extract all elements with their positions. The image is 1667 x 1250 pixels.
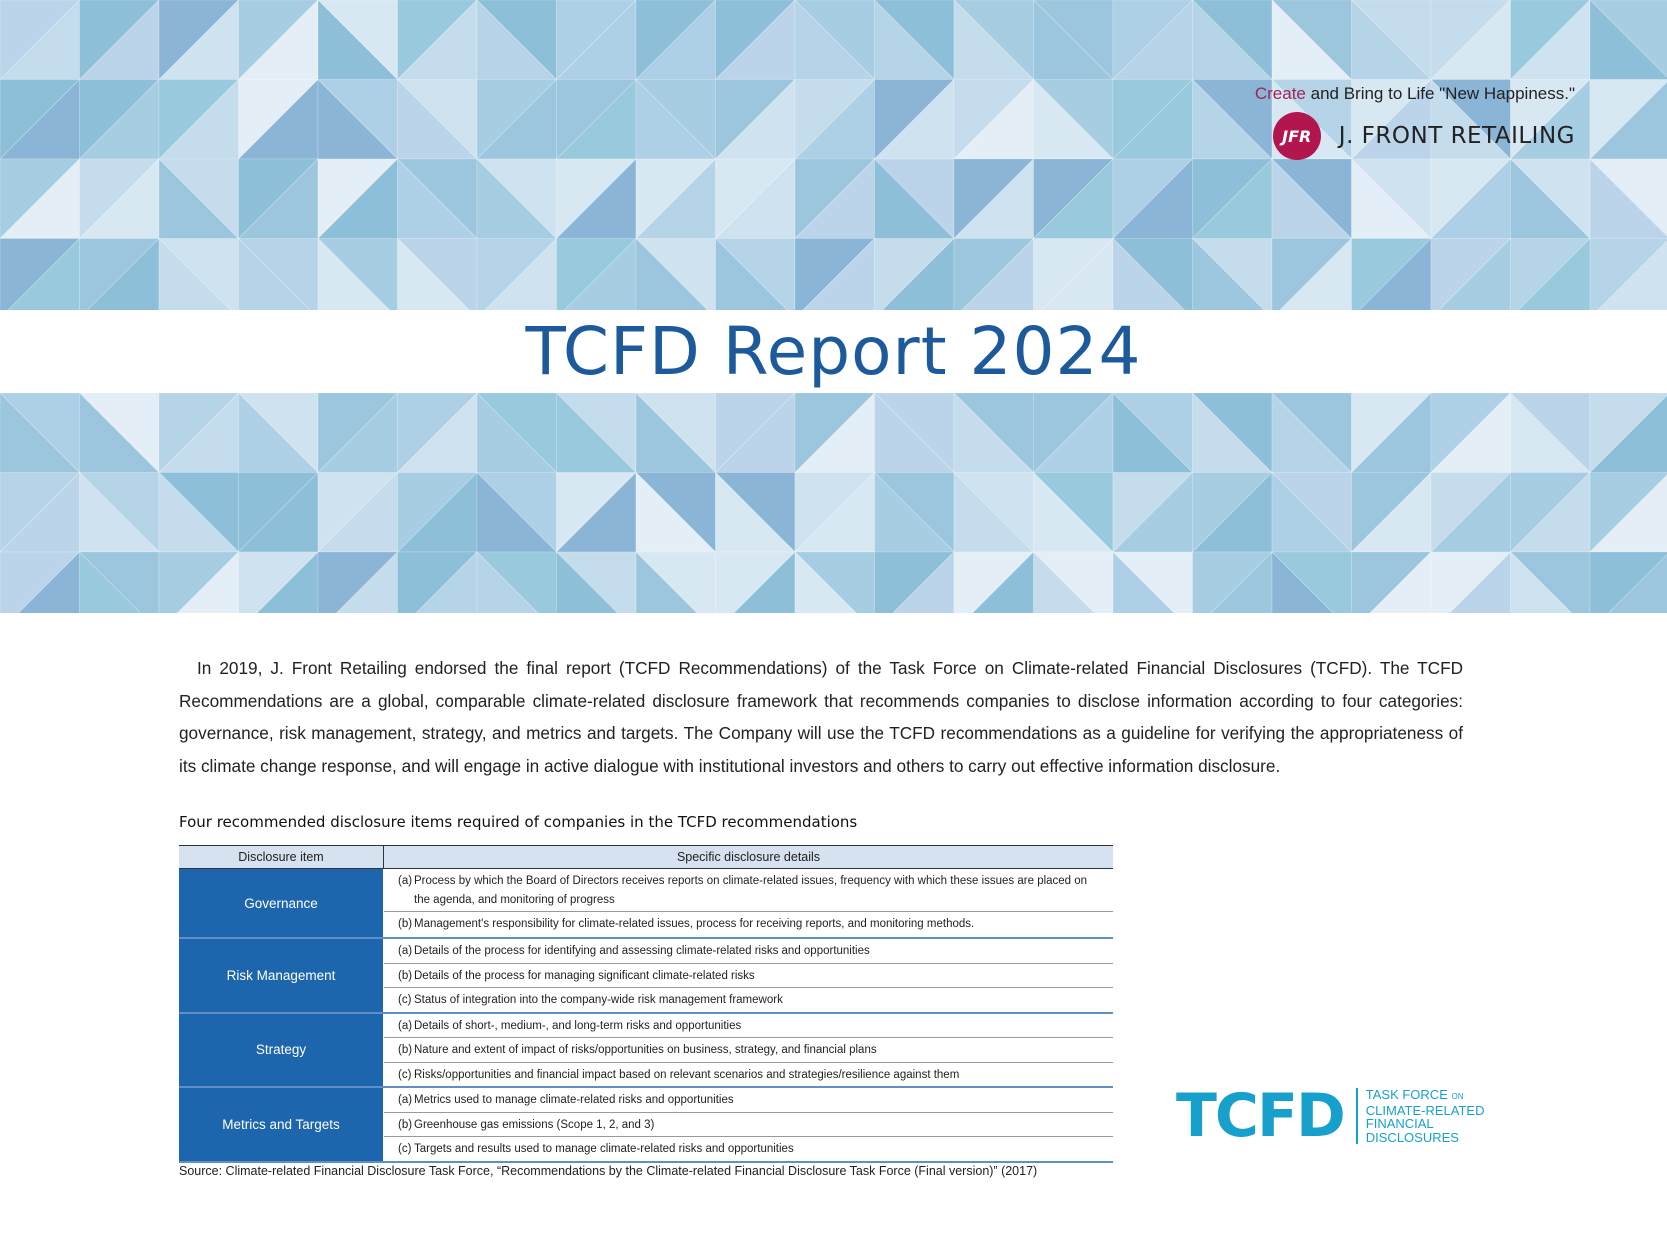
row-text: Details of the process for identifying a… (414, 945, 870, 957)
row-text: Nature and extent of impact of risks/opp… (414, 1044, 877, 1056)
mosaic-triangle (715, 237, 788, 310)
row-text: Details of the process for managing sign… (414, 969, 755, 982)
header-specific-details: Specific disclosure details (676, 850, 821, 864)
table-row: (a) Process by which the Board of Directo… (384, 869, 1113, 912)
row-letter: (a) (398, 945, 413, 957)
table-row: (c) Status of integration into the compan… (384, 988, 1113, 1012)
row-letter: (a) (398, 1019, 413, 1032)
mosaic-triangle (1608, 554, 1667, 613)
row-letter: (a) (398, 875, 413, 887)
row-text: Metrics used to manage climate-related r… (414, 1094, 734, 1106)
category-label: Metrics and Targets (179, 1088, 384, 1161)
jfr-logo-icon: JFR (1272, 112, 1321, 160)
mosaic-triangle (1112, 551, 1175, 613)
row-letter: (b) (398, 1044, 413, 1056)
table-row: (b) Greenhouse gas emissions (Scope 1, 2,… (384, 1113, 1113, 1137)
table-row: (b) Management's responsibility for clima… (384, 912, 1113, 936)
brand-tagline: Create and Bring to Life "New Happiness.… (1255, 84, 1575, 104)
row-letter: (c) (398, 994, 412, 1006)
page-title: TCFD Report 2024 (525, 313, 1142, 390)
table-row: (a) Details of short-, medium-, and long-… (384, 1014, 1113, 1038)
row-letter: (c) (398, 1068, 412, 1081)
disclosure-table: Disclosure item Specific disclosure deta… (179, 845, 1113, 1163)
table-header: Disclosure item Specific disclosure deta… (179, 845, 1113, 869)
tcfd-logo: TCFD TASK FORCE ON CLIMATE-RELATED FINAN… (1176, 1086, 1484, 1146)
row-letter: (a) (398, 1094, 413, 1106)
tcfd-sub-line3: FINANCIAL (1365, 1116, 1434, 1131)
mosaic-triangle (1112, 237, 1185, 310)
category-rows: (a) Process by which the Board of Directo… (384, 869, 1113, 937)
table-row: (b) Details of the process for managing s… (384, 964, 1113, 988)
mosaic-triangle (794, 551, 857, 613)
category-rows: (a) Metrics used to manage climate-relate… (384, 1088, 1113, 1161)
row-text: Status of integration into the company-w… (414, 994, 783, 1006)
row-text: Details of short-, medium-, and long-ter… (414, 1019, 742, 1032)
decorative-triangle-pattern-top (0, 0, 1667, 310)
table-caption: Four recommended disclosure items requir… (179, 813, 858, 831)
header-disclosure-item: Disclosure item (179, 846, 384, 868)
row-letter: (b) (398, 918, 413, 930)
row-text: Greenhouse gas emissions (Scope 1, 2, an… (414, 1118, 655, 1131)
company-name: J. FRONT RETAILING (1338, 123, 1575, 149)
row-text: Risks/opportunities and financial impact… (414, 1068, 960, 1081)
table-row: (c) Risks/opportunities and financial imp… (384, 1063, 1113, 1087)
table-row: (c) Targets and results used to manage cl… (384, 1137, 1113, 1161)
table-group: Strategy (a) Details of short-, medium-, a… (179, 1013, 1113, 1088)
decorative-triangle-pattern-bottom (0, 393, 1667, 613)
row-letter: (c) (398, 1143, 412, 1155)
mosaic-triangle (1597, 240, 1667, 310)
mosaic-triangle (1271, 551, 1334, 613)
mosaic-triangle (476, 551, 539, 613)
tcfd-divider (1355, 1088, 1358, 1144)
triangle-mosaic (0, 393, 1667, 613)
row-letter: (b) (398, 969, 413, 982)
mosaic-triangle (635, 551, 698, 613)
table-body: Governance (a) Process by which the Board … (179, 869, 1113, 1163)
mosaic-triangle (1510, 551, 1572, 613)
table-row: (a) Details of the process for identifyin… (384, 939, 1113, 964)
mosaic-triangle (556, 551, 618, 613)
intro-paragraph: In 2019, J. Front Retailing endorsed the… (179, 658, 1463, 776)
table-group: Governance (a) Process by which the Board … (179, 869, 1113, 939)
tcfd-line1: TASK FORCE (1365, 1087, 1448, 1102)
category-rows: (a) Details of the process for identifyin… (384, 939, 1113, 1012)
tcfd-line1-small: ON (1451, 1092, 1464, 1101)
triangle-mosaic (0, 0, 1667, 310)
mosaic-triangle (635, 237, 708, 310)
tagline-accent: Create (1254, 84, 1306, 103)
mosaic-triangle (317, 237, 390, 310)
mosaic-triangle (397, 237, 470, 310)
title-strip: TCFD Report 2024 (0, 310, 1667, 393)
brand-block: Create and Bring to Life "New Happiness.… (1255, 84, 1575, 160)
table-group: Risk Management (a) Details of the process… (179, 939, 1113, 1014)
tcfd-sub-line2: CLIMATE-RELATED (1365, 1102, 1485, 1118)
row-text: Management's responsibility for climate-… (414, 918, 975, 930)
source-note: Source: Climate-related Financial Disclo… (179, 1164, 1038, 1178)
category-label: Risk Management (179, 939, 384, 1012)
company-logo: JFR J. FRONT RETAILING (1255, 112, 1575, 160)
mosaic-triangle (238, 237, 311, 310)
tcfd-sub-line4: DISCLOSURES (1365, 1129, 1459, 1145)
tagline-rest: and Bring to Life "New Happiness." (1310, 84, 1575, 103)
table-row: (b) Nature and extent of impact of risks/… (384, 1038, 1113, 1063)
tcfd-subtitle: TASK FORCE ON CLIMATE-RELATED FINANCIAL … (1366, 1088, 1485, 1144)
row-text: Targets and results used to manage clima… (414, 1143, 794, 1155)
table-row: (a) Metrics used to manage climate-relate… (384, 1088, 1113, 1113)
mosaic-triangle (1033, 551, 1095, 613)
row-letter: (b) (398, 1118, 413, 1131)
mosaic-triangle (1192, 237, 1265, 310)
mosaic-triangle (79, 551, 141, 613)
category-rows: (a) Details of short-, medium-, and long-… (384, 1014, 1113, 1087)
row-text: Process by which the Board of Directors … (414, 875, 1088, 906)
tcfd-wordmark: TCFD (1176, 1081, 1346, 1151)
table-group: Metrics and Targets (a) Metrics used to ma… (179, 1088, 1113, 1163)
tcfd-sub-line1: TASK FORCE ON (1366, 1088, 1485, 1104)
mosaic-triangle (158, 237, 231, 310)
category-label: Governance (179, 869, 384, 937)
category-label: Strategy (179, 1013, 384, 1086)
